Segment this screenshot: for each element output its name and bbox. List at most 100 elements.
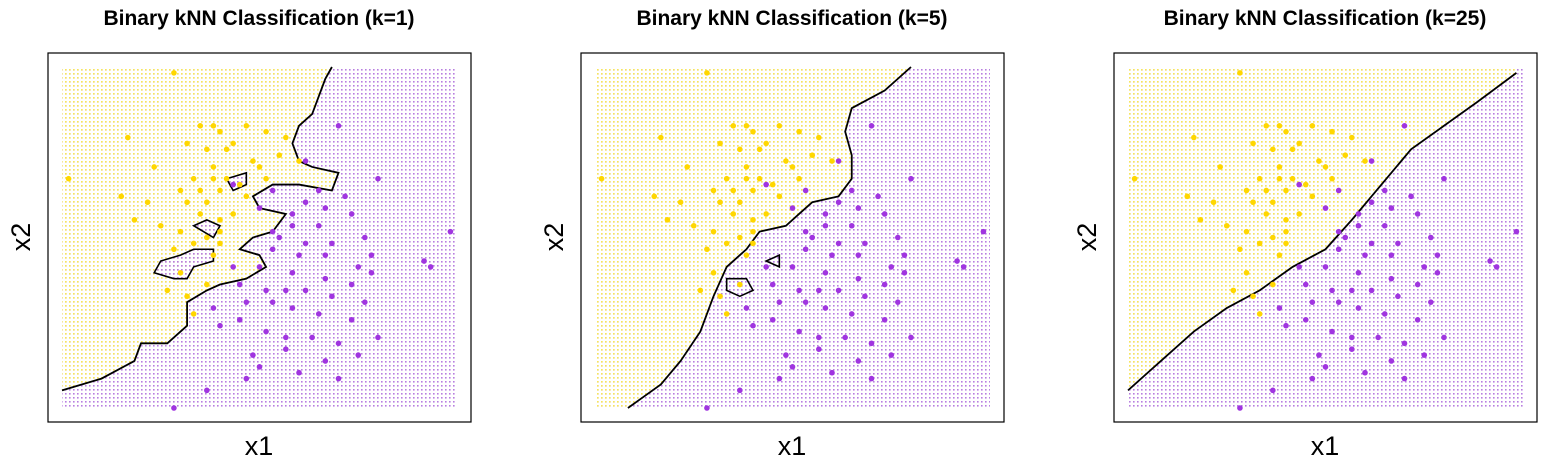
purple-point <box>1335 246 1342 253</box>
purple-point <box>283 346 289 353</box>
yellow-point <box>283 134 289 141</box>
purple-point <box>881 317 888 323</box>
purple-point <box>302 287 309 294</box>
purple-point <box>848 187 855 194</box>
purple-point <box>302 199 309 206</box>
purple-point <box>322 252 329 258</box>
yellow-point <box>730 187 737 194</box>
purple-point <box>263 328 269 335</box>
purple-point <box>1276 305 1283 311</box>
yellow-point <box>769 181 776 188</box>
purple-point <box>362 234 368 241</box>
yellow-point <box>197 187 204 194</box>
yellow-point <box>1349 134 1355 141</box>
yellow-point <box>1250 199 1256 206</box>
yellow-point <box>730 122 737 129</box>
panel-k25: Binary kNN Classification (k=25) x1 x2 <box>1072 7 1538 461</box>
purple-point <box>1349 346 1355 353</box>
yellow-point <box>1289 175 1296 182</box>
yellow-point <box>710 187 717 194</box>
purple-point <box>980 228 987 235</box>
purple-point <box>829 369 835 376</box>
purple-point <box>835 240 842 247</box>
purple-point <box>835 287 842 294</box>
plot-area <box>1113 52 1538 423</box>
purple-point <box>1434 269 1441 276</box>
purple-point <box>1381 222 1388 229</box>
purple-point <box>335 122 342 129</box>
purple-point <box>802 187 809 194</box>
purple-point <box>243 299 250 305</box>
yellow-point <box>1270 199 1276 206</box>
purple-point <box>796 287 802 294</box>
yellow-point <box>789 164 796 170</box>
decision-island <box>191 218 222 239</box>
yellow-point <box>256 164 263 170</box>
yellow-point <box>190 311 197 317</box>
yellow-point <box>164 287 171 294</box>
purple-point <box>875 193 881 200</box>
purple-point <box>802 299 809 305</box>
yellow-point <box>776 122 783 129</box>
purple-point <box>789 364 796 370</box>
yellow-point <box>723 240 730 247</box>
x-axis-label: x1 <box>778 431 807 461</box>
purple-point <box>783 352 789 358</box>
purple-point <box>348 281 355 288</box>
yellow-point <box>704 70 710 76</box>
purple-point <box>348 211 355 217</box>
purple-point <box>1355 269 1362 276</box>
purple-point <box>375 175 381 182</box>
purple-point <box>427 264 434 270</box>
yellow-point <box>710 269 717 276</box>
purple-point <box>868 375 875 382</box>
yellow-point <box>1250 293 1256 300</box>
purple-point <box>868 122 875 129</box>
purple-point <box>1408 193 1414 200</box>
purple-point <box>1302 317 1309 323</box>
purple-point <box>230 181 236 188</box>
yellow-point <box>184 293 190 300</box>
purple-point <box>329 293 335 300</box>
plot-area <box>580 52 1005 423</box>
yellow-point <box>1191 134 1197 141</box>
yellow-point <box>236 181 243 188</box>
yellow-point <box>796 128 802 135</box>
yellow-point <box>1309 122 1316 129</box>
yellow-point <box>125 134 131 141</box>
purple-point <box>954 258 960 264</box>
yellow-point <box>737 199 743 206</box>
yellow-point <box>177 187 184 194</box>
purple-point <box>269 246 276 253</box>
purple-point <box>1428 299 1434 305</box>
purple-point <box>1237 405 1243 411</box>
purple-point <box>1329 287 1335 294</box>
yellow-point <box>717 293 723 300</box>
yellow-point <box>177 269 184 276</box>
yellow-point <box>783 158 789 164</box>
panel-title: Binary kNN Classification (k=5) <box>636 7 947 30</box>
purple-point <box>822 269 829 276</box>
yellow-point <box>809 152 816 158</box>
purple-point <box>1322 264 1329 270</box>
panel-k1: Binary kNN Classification (k=1) x1 x2 <box>6 7 472 461</box>
yellow-point <box>664 217 671 223</box>
purple-point <box>908 175 914 182</box>
yellow-point <box>1223 222 1230 229</box>
yellow-point <box>723 311 730 317</box>
yellow-point <box>1256 311 1263 317</box>
yellow-point <box>756 146 763 153</box>
purple-point <box>888 352 895 358</box>
yellow-point <box>1276 122 1283 129</box>
yellow-point <box>190 175 197 182</box>
purple-point <box>835 199 842 206</box>
purple-point <box>375 334 381 341</box>
purple-point <box>769 281 776 288</box>
yellow-point <box>210 164 217 170</box>
purple-point <box>1388 358 1395 364</box>
yellow-point <box>1302 181 1309 188</box>
yellow-point <box>651 193 658 200</box>
yellow-point <box>598 175 605 182</box>
yellow-point <box>750 228 756 235</box>
purple-point <box>1296 264 1302 270</box>
